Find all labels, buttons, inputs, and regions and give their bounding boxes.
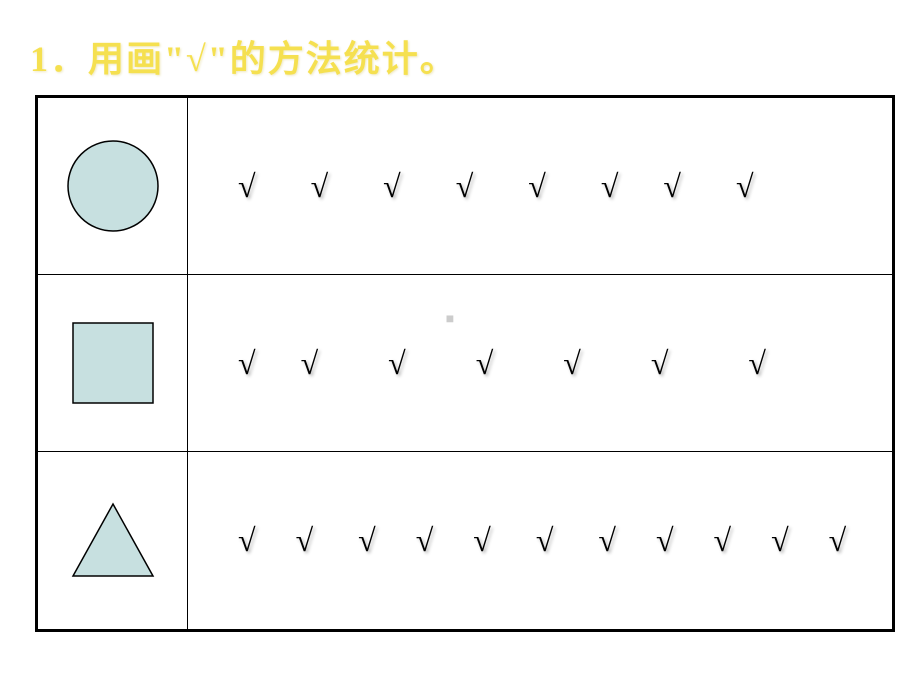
check-mark: √ bbox=[771, 522, 789, 559]
table-row: √ √ √ √ √ √ √ √ √ √ √ bbox=[38, 452, 892, 629]
table-row: √ √ √ √ √ √ √ bbox=[38, 275, 892, 452]
check-mark: √ bbox=[736, 168, 754, 205]
check-mark: √ bbox=[383, 168, 401, 205]
check-mark: √ bbox=[651, 345, 669, 382]
check-mark: √ bbox=[748, 345, 766, 382]
tally-cell-square: √ √ √ √ √ √ √ bbox=[188, 275, 892, 451]
check-mark: √ bbox=[656, 522, 674, 559]
tally-cell-triangle: √ √ √ √ √ √ √ √ √ √ √ bbox=[188, 452, 892, 629]
check-mark: √ bbox=[416, 522, 434, 559]
tally-table: √ √ √ √ √ √ √ √ √ √ √ √ √ √ √ √ √ √ √ √ √ √ √ √ √ √ bbox=[35, 95, 895, 632]
shape-cell-circle bbox=[38, 98, 188, 274]
check-mark: √ bbox=[388, 345, 406, 382]
table-row: √ √ √ √ √ √ √ √ bbox=[38, 98, 892, 275]
center-marker: ■ bbox=[445, 315, 455, 325]
shape-cell-square bbox=[38, 275, 188, 451]
circle-icon bbox=[63, 136, 163, 236]
check-mark: √ bbox=[456, 168, 474, 205]
check-mark: √ bbox=[714, 522, 732, 559]
triangle-icon bbox=[63, 496, 163, 586]
check-mark: √ bbox=[829, 522, 847, 559]
square-icon bbox=[68, 318, 158, 408]
shape-cell-triangle bbox=[38, 452, 188, 629]
page-title: 1．用画"√"的方法统计。 bbox=[30, 30, 458, 82]
check-mark: √ bbox=[358, 522, 376, 559]
check-mark: √ bbox=[601, 168, 619, 205]
check-mark: √ bbox=[238, 168, 256, 205]
check-mark: √ bbox=[563, 345, 581, 382]
check-mark: √ bbox=[598, 522, 616, 559]
check-mark: √ bbox=[296, 522, 314, 559]
check-mark: √ bbox=[536, 522, 554, 559]
tally-cell-circle: √ √ √ √ √ √ √ √ bbox=[188, 98, 892, 274]
check-mark: √ bbox=[663, 168, 681, 205]
check-mark: √ bbox=[476, 345, 494, 382]
check-mark: √ bbox=[473, 522, 491, 559]
check-mark: √ bbox=[238, 345, 256, 382]
check-mark: √ bbox=[238, 522, 256, 559]
check-mark: √ bbox=[528, 168, 546, 205]
check-mark: √ bbox=[311, 168, 329, 205]
check-mark: √ bbox=[301, 345, 319, 382]
